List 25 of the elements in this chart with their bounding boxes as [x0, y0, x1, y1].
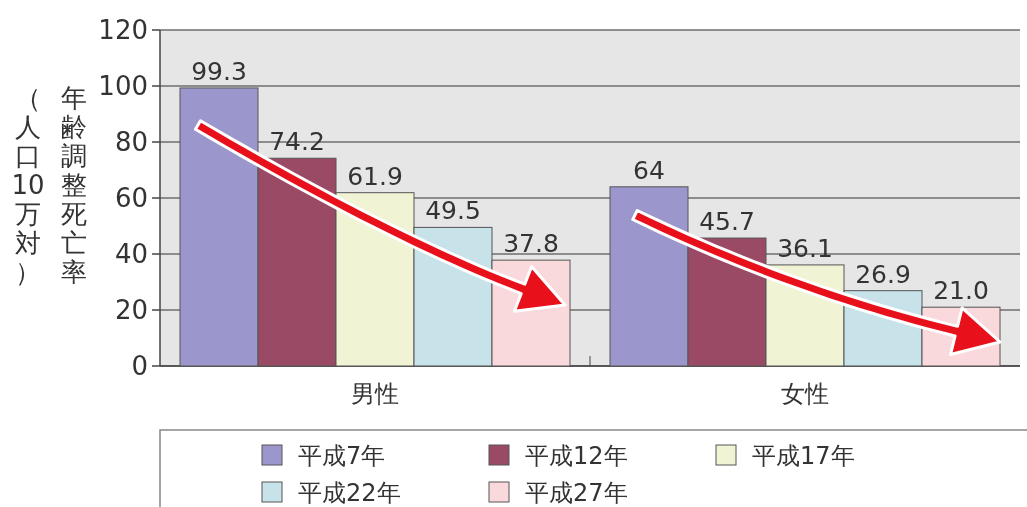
x-tick-label: 女性	[781, 380, 829, 408]
x-tick-label: 男性	[351, 380, 399, 408]
data-label: 49.5	[425, 196, 481, 226]
y-tick-label: 120	[98, 15, 148, 45]
text: 年齢調整死亡率（人口10万対）	[11, 83, 87, 287]
y-tick-label: 0	[131, 351, 148, 381]
data-label: 37.8	[503, 229, 559, 259]
y-tick-label: 100	[98, 71, 148, 101]
legend-label: 平成12年	[525, 442, 628, 470]
data-label: 99.3	[191, 56, 247, 86]
data-label: 26.9	[855, 259, 911, 289]
data-label: 21.0	[933, 276, 989, 306]
legend-label: 平成27年	[525, 479, 628, 507]
legend-label: 平成7年	[298, 442, 386, 470]
y-tick-label: 20	[114, 295, 148, 325]
data-label: 64	[633, 155, 665, 185]
data-label: 61.9	[347, 161, 403, 191]
y-tick-label: 60	[114, 183, 148, 213]
data-label: 74.2	[269, 127, 325, 157]
y-tick-label: 80	[114, 127, 148, 157]
y-tick-label: 40	[114, 239, 148, 269]
legend-label: 平成22年	[298, 479, 401, 507]
data-label: 45.7	[699, 207, 755, 237]
data-label: 36.1	[777, 233, 833, 263]
legend-label: 平成17年	[752, 442, 855, 470]
